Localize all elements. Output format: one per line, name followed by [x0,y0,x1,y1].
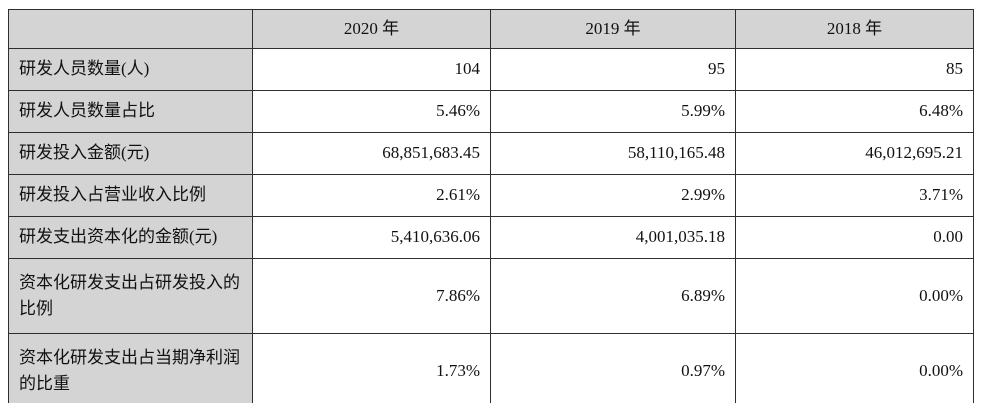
header-cell-2020: 2020 年 [252,9,491,49]
cell-value: 0.00% [735,333,974,403]
row-label: 研发投入占营业收入比例 [8,174,253,217]
cell-value: 3.71% [735,174,974,217]
header-cell-2019: 2019 年 [490,9,736,49]
cell-value: 104 [252,48,491,91]
row-label: 研发投入金额(元) [8,132,253,175]
cell-value: 5.99% [490,90,736,133]
cell-value: 0.97% [490,333,736,403]
row-label: 资本化研发支出占当期净利润的比重 [8,333,253,403]
cell-value: 2.99% [490,174,736,217]
table-row: 研发人员数量占比 5.46% 5.99% 6.48% [8,90,974,133]
cell-value: 0.00 [735,216,974,259]
row-label: 资本化研发支出占研发投入的比例 [8,258,253,334]
cell-value: 58,110,165.48 [490,132,736,175]
table-row: 研发支出资本化的金额(元) 5,410,636.06 4,001,035.18 … [8,216,974,259]
cell-value: 85 [735,48,974,91]
table-row: 研发投入金额(元) 68,851,683.45 58,110,165.48 46… [8,132,974,175]
cell-value: 2.61% [252,174,491,217]
cell-value: 68,851,683.45 [252,132,491,175]
cell-value: 0.00% [735,258,974,334]
table-row: 研发投入占营业收入比例 2.61% 2.99% 3.71% [8,174,974,217]
header-cell-blank [8,9,253,49]
cell-value: 6.89% [490,258,736,334]
table-row: 资本化研发支出占研发投入的比例 7.86% 6.89% 0.00% [8,258,974,334]
cell-value: 7.86% [252,258,491,334]
cell-value: 5.46% [252,90,491,133]
cell-value: 1.73% [252,333,491,403]
table-row: 资本化研发支出占当期净利润的比重 1.73% 0.97% 0.00% [8,333,974,403]
header-cell-2018: 2018 年 [735,9,974,49]
table-header-row: 2020 年 2019 年 2018 年 [8,9,974,49]
table-row: 研发人员数量(人) 104 95 85 [8,48,974,91]
cell-value: 6.48% [735,90,974,133]
cell-value: 4,001,035.18 [490,216,736,259]
row-label: 研发人员数量(人) [8,48,253,91]
cell-value: 95 [490,48,736,91]
rd-investment-table: 2020 年 2019 年 2018 年 研发人员数量(人) 104 95 85… [8,9,974,403]
row-label: 研发人员数量占比 [8,90,253,133]
cell-value: 5,410,636.06 [252,216,491,259]
row-label: 研发支出资本化的金额(元) [8,216,253,259]
cell-value: 46,012,695.21 [735,132,974,175]
